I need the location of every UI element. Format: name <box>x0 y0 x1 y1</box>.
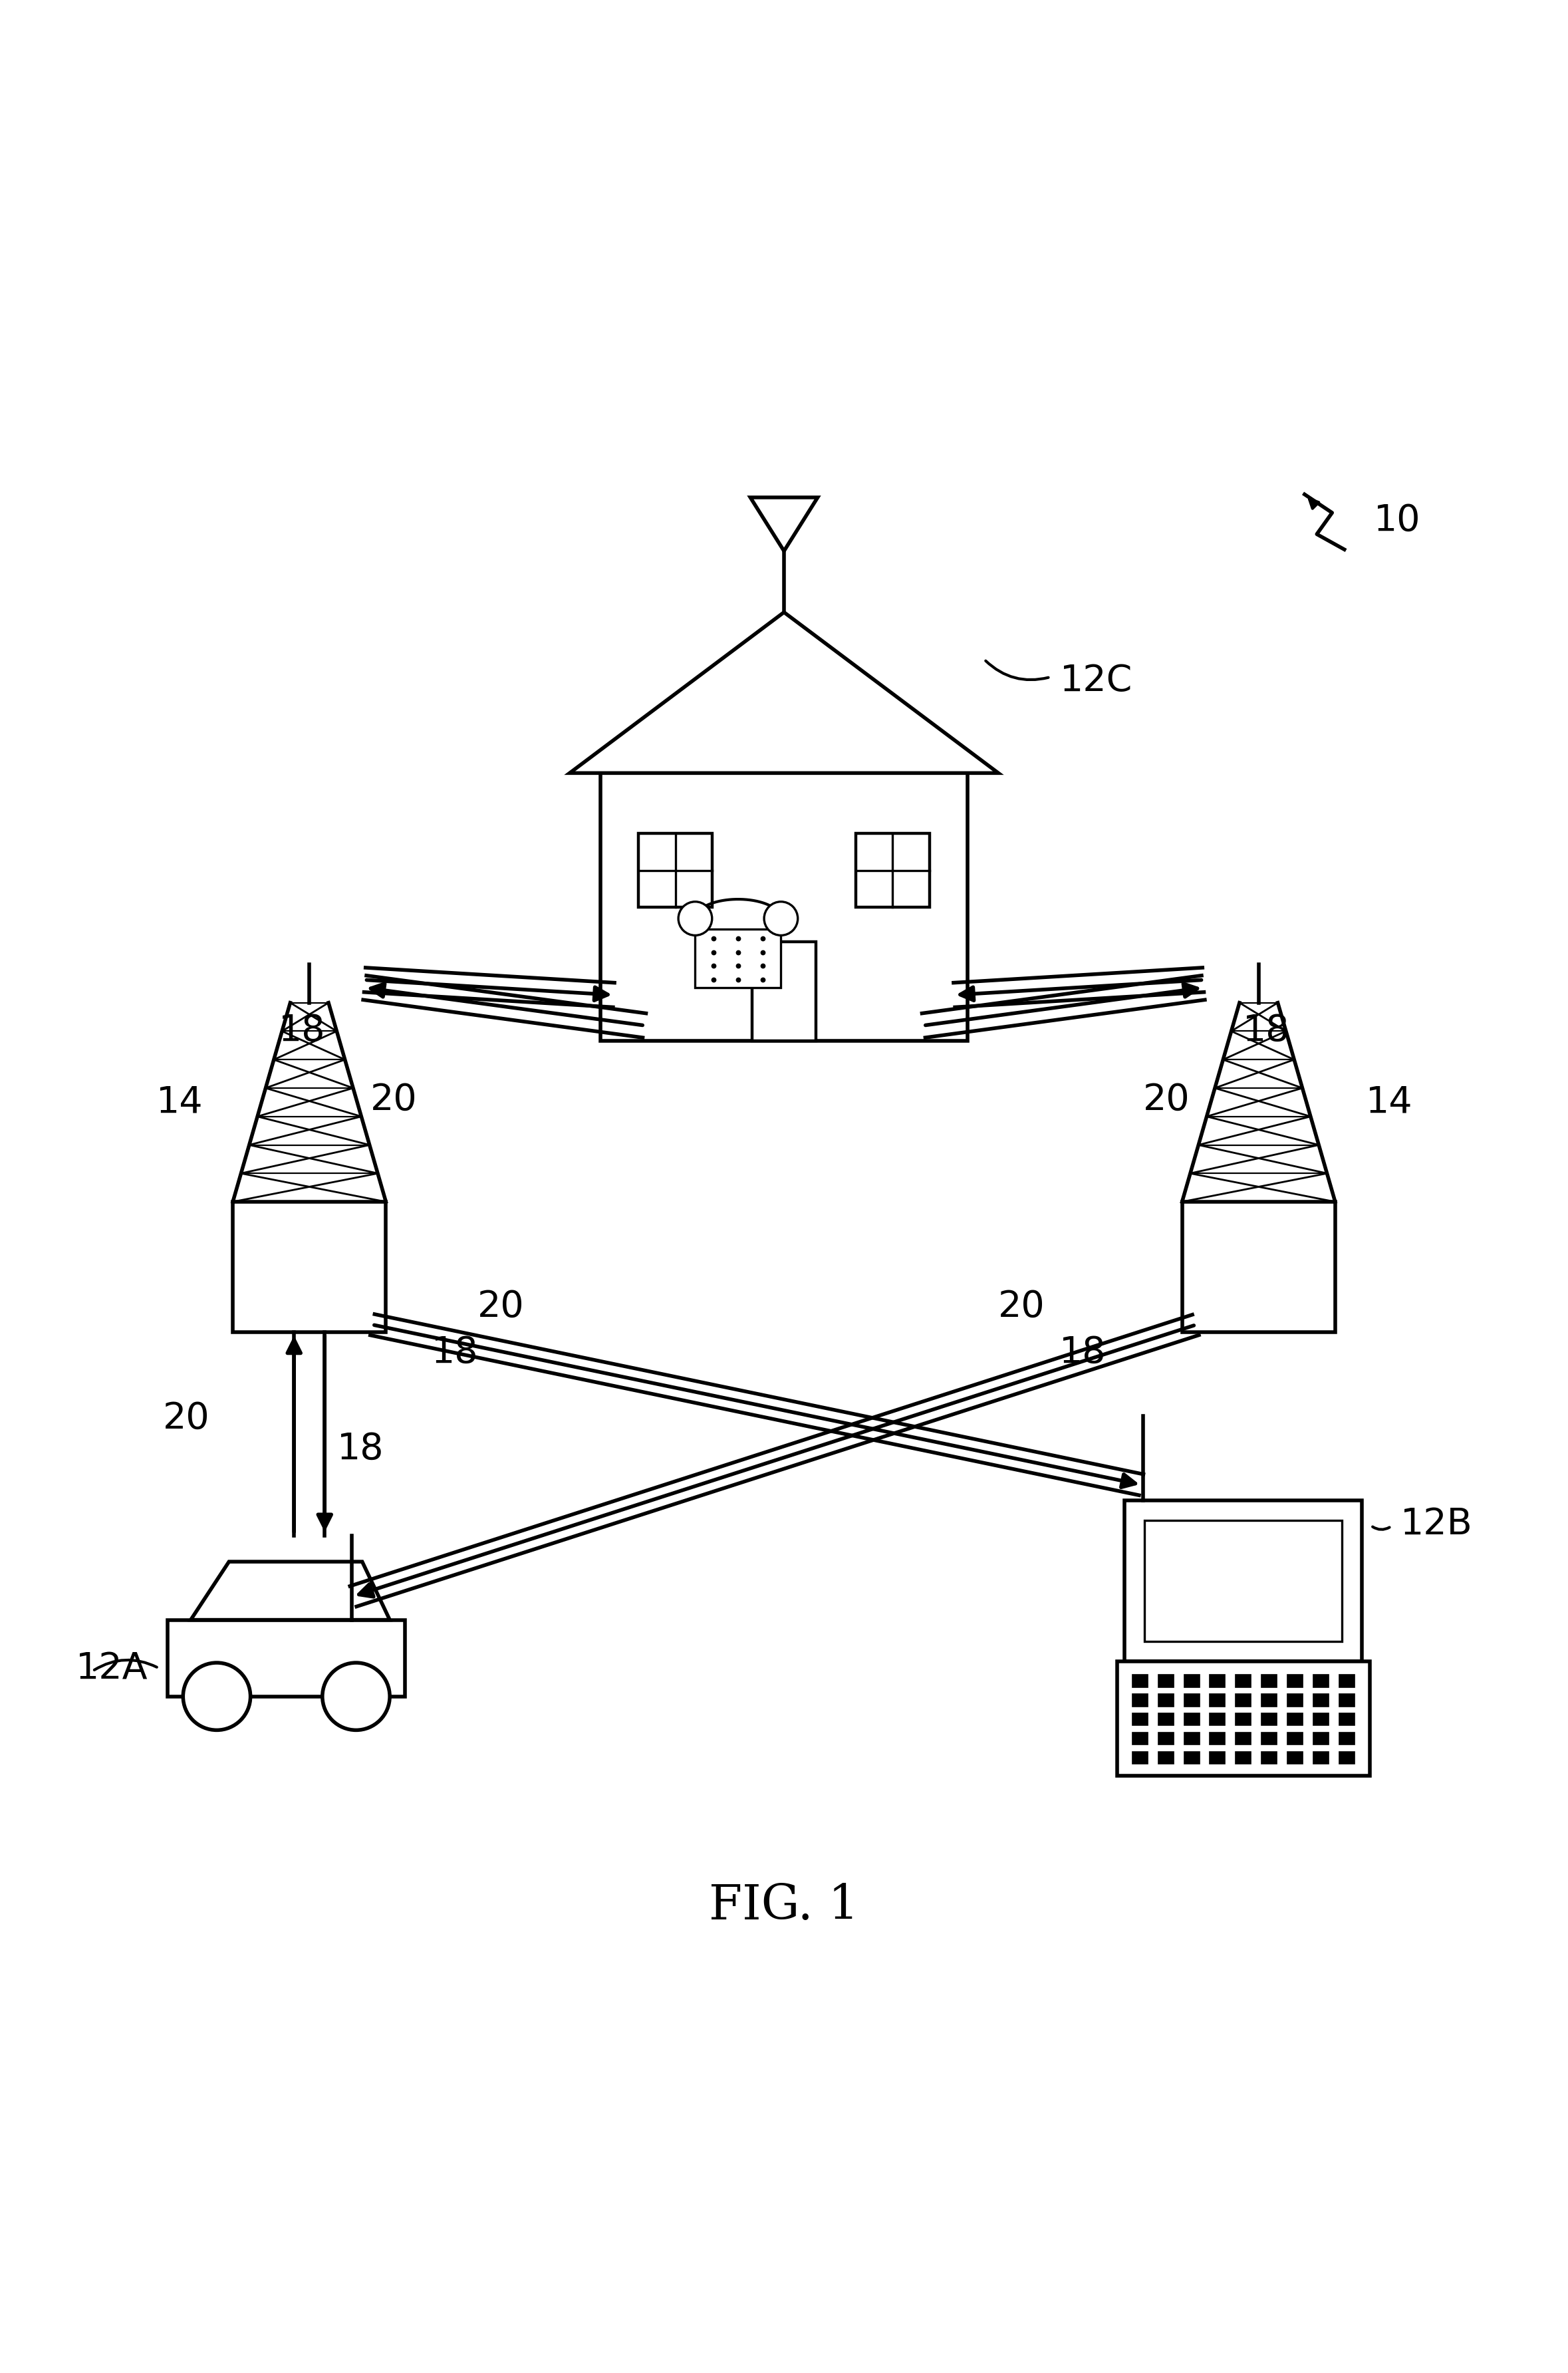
Text: 10: 10 <box>1374 503 1421 539</box>
Bar <box>1184 1713 1200 1725</box>
Bar <box>1124 1500 1363 1661</box>
Bar <box>1132 1713 1148 1725</box>
Bar <box>1236 1751 1251 1763</box>
Text: 20: 20 <box>1143 1082 1190 1118</box>
Bar <box>1184 1694 1200 1706</box>
Bar <box>1132 1675 1148 1687</box>
Polygon shape <box>191 1561 390 1621</box>
Circle shape <box>183 1663 251 1730</box>
Bar <box>1339 1732 1355 1744</box>
Text: 12B: 12B <box>1400 1507 1472 1542</box>
Bar <box>1236 1694 1251 1706</box>
Bar <box>1287 1713 1303 1725</box>
Bar <box>1312 1751 1328 1763</box>
Bar <box>1236 1732 1251 1744</box>
Bar <box>1262 1713 1276 1725</box>
Text: 18: 18 <box>1243 1013 1290 1049</box>
Bar <box>1132 1751 1148 1763</box>
Text: FIG. 1: FIG. 1 <box>709 1882 859 1929</box>
Text: 20: 20 <box>163 1400 210 1436</box>
Bar <box>1132 1732 1148 1744</box>
Bar <box>1210 1675 1225 1687</box>
Text: 20: 20 <box>477 1289 524 1324</box>
Text: 18: 18 <box>1058 1334 1105 1372</box>
Text: 18: 18 <box>337 1431 384 1467</box>
Bar <box>1262 1675 1276 1687</box>
Polygon shape <box>751 498 817 551</box>
Circle shape <box>679 902 712 935</box>
Bar <box>1210 1751 1225 1763</box>
Text: 18: 18 <box>278 1013 325 1049</box>
Bar <box>1159 1713 1173 1725</box>
Bar <box>638 833 712 906</box>
Text: 12C: 12C <box>1060 662 1132 700</box>
Bar <box>1145 1521 1342 1642</box>
Text: 14: 14 <box>157 1084 204 1120</box>
Bar <box>1287 1751 1303 1763</box>
Bar <box>1339 1751 1355 1763</box>
Bar <box>1312 1732 1328 1744</box>
Bar <box>1159 1751 1173 1763</box>
Bar <box>1312 1675 1328 1687</box>
Bar <box>1159 1675 1173 1687</box>
Bar <box>1262 1694 1276 1706</box>
Bar <box>601 774 967 1042</box>
Bar <box>1236 1713 1251 1725</box>
Bar <box>1287 1675 1303 1687</box>
Bar <box>1184 1675 1200 1687</box>
Bar <box>1159 1732 1173 1744</box>
Bar <box>695 930 781 987</box>
Text: 12A: 12A <box>75 1652 147 1687</box>
Bar <box>168 1621 405 1697</box>
Bar <box>751 942 817 1042</box>
Circle shape <box>764 902 798 935</box>
Bar <box>1210 1713 1225 1725</box>
Bar <box>1262 1751 1276 1763</box>
Circle shape <box>323 1663 390 1730</box>
Bar <box>232 1201 386 1331</box>
Bar <box>1287 1732 1303 1744</box>
Bar <box>1182 1201 1336 1331</box>
Bar <box>1262 1732 1276 1744</box>
Bar <box>1184 1732 1200 1744</box>
Bar <box>856 833 930 906</box>
Bar <box>1287 1694 1303 1706</box>
Bar <box>1339 1694 1355 1706</box>
Text: 20: 20 <box>997 1289 1044 1324</box>
Bar <box>1312 1713 1328 1725</box>
Bar <box>1312 1694 1328 1706</box>
Bar <box>1132 1694 1148 1706</box>
Bar <box>1339 1675 1355 1687</box>
Text: 20: 20 <box>370 1082 417 1118</box>
Bar <box>1210 1694 1225 1706</box>
Text: 18: 18 <box>431 1334 478 1372</box>
Bar <box>1116 1661 1369 1775</box>
Bar <box>1210 1732 1225 1744</box>
Bar <box>1339 1713 1355 1725</box>
Bar <box>1159 1694 1173 1706</box>
Bar <box>1236 1675 1251 1687</box>
Polygon shape <box>569 612 999 774</box>
Bar <box>1184 1751 1200 1763</box>
Text: 14: 14 <box>1366 1084 1413 1120</box>
